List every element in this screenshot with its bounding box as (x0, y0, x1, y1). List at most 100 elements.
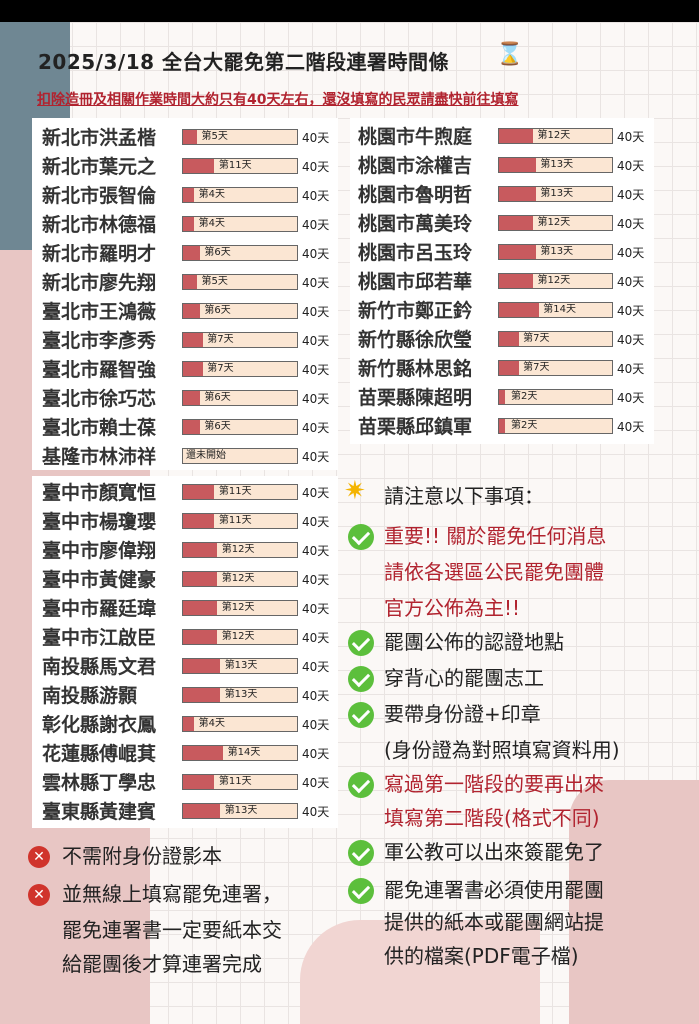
progress-bar: 第12天 (498, 273, 613, 289)
note-important-1: 重要!! 關於罷免任何消息 (384, 524, 607, 548)
progress-bar: 第7天 (498, 360, 613, 376)
progress-max: 40天 (617, 130, 645, 144)
progress-bar: 第4天 (182, 187, 298, 203)
candidate-name: 臺中市廖偉翔 (42, 540, 157, 562)
check-icon (348, 702, 374, 728)
progress-label: 第4天 (198, 218, 225, 229)
progress-fill (183, 159, 215, 173)
progress-bar: 第11天 (182, 484, 298, 500)
candidate-name: 新竹縣徐欣瑩 (358, 329, 473, 351)
progress-label: 第6天 (204, 392, 231, 403)
candidate-name: 桃園市魯明哲 (358, 184, 473, 206)
progress-max: 40天 (302, 805, 330, 819)
note-item-6c: 供的檔案(PDF電子檔) (384, 944, 579, 968)
progress-max: 40天 (302, 602, 330, 616)
candidate-name: 新北市葉元之 (42, 156, 157, 178)
candidate-name: 桃園市涂權吉 (358, 155, 473, 177)
progress-max: 40天 (302, 747, 330, 761)
progress-fill (183, 188, 195, 202)
progress-bar: 第7天 (498, 331, 613, 347)
progress-fill (183, 130, 198, 144)
progress-label: 第11天 (218, 515, 252, 526)
page-subtitle: 扣除造冊及相關作業時間大約只有40天左右，還沒填寫的民眾請盡快前往填寫 (37, 92, 519, 108)
progress-bar: 第6天 (182, 303, 298, 319)
candidate-name: 臺東縣黃建賓 (42, 801, 157, 823)
progress-max: 40天 (302, 573, 330, 587)
progress-bar: 第12天 (182, 600, 298, 616)
candidate-name: 臺北市賴士葆 (42, 417, 157, 439)
progress-bar: 第13天 (182, 687, 298, 703)
note-item-1: 罷團公佈的認證地點 (384, 630, 564, 654)
progress-label: 第7天 (207, 334, 234, 345)
candidate-name: 新北市林德福 (42, 214, 157, 236)
progress-max: 40天 (302, 421, 330, 435)
progress-fill (183, 717, 195, 731)
notes-heading: 請注意以下事項： (384, 484, 544, 508)
progress-max: 40天 (302, 276, 330, 290)
progress-bar: 第12天 (182, 629, 298, 645)
progress-fill (499, 129, 533, 143)
progress-label: 第12天 (221, 602, 255, 613)
x-icon: ✕ (28, 846, 50, 868)
decor-pink-block-bottom (300, 920, 540, 1024)
note-item-2: 穿背心的罷團志工 (384, 666, 544, 690)
progress-label: 第13天 (224, 689, 258, 700)
progress-max: 40天 (302, 160, 330, 174)
progress-fill (183, 391, 201, 405)
progress-label: 第12天 (221, 573, 255, 584)
page-title: 2025/3/18 全台大罷免第二階段連署時間條 (38, 50, 449, 74)
progress-label: 第12天 (537, 130, 571, 141)
progress-max: 40天 (617, 333, 645, 347)
progress-label: 第6天 (204, 247, 231, 258)
progress-fill (499, 245, 536, 259)
progress-max: 40天 (302, 631, 330, 645)
progress-bar: 第13天 (498, 244, 613, 260)
progress-bar: 第12天 (498, 128, 613, 144)
candidate-name: 臺中市江啟臣 (42, 627, 157, 649)
note-item-6a: 罷免連署書必須使用罷團 (384, 878, 604, 902)
progress-max: 40天 (302, 486, 330, 500)
progress-max: 40天 (302, 247, 330, 261)
progress-max: 40天 (302, 776, 330, 790)
progress-max: 40天 (302, 131, 330, 145)
check-icon (348, 772, 374, 798)
progress-fill (183, 304, 201, 318)
note-item-5: 軍公教可以出來簽罷免了 (384, 840, 604, 864)
progress-fill (183, 514, 215, 528)
progress-max: 40天 (617, 391, 645, 405)
progress-label: 第6天 (204, 421, 231, 432)
progress-max: 40天 (302, 515, 330, 529)
note-item-4b: 填寫第二階段(格式不同) (384, 806, 600, 830)
progress-max: 40天 (302, 363, 330, 377)
progress-fill (499, 303, 539, 317)
progress-max: 40天 (302, 305, 330, 319)
hourglass-icon: ⌛ (496, 42, 524, 67)
candidate-name: 彰化縣謝衣鳳 (42, 714, 157, 736)
note-x-2b: 罷免連署書一定要紙本交 (62, 918, 282, 942)
progress-max: 40天 (617, 304, 645, 318)
progress-bar: 第5天 (182, 129, 298, 145)
progress-bar: 第7天 (182, 361, 298, 377)
progress-fill (499, 274, 533, 288)
candidate-name: 臺中市黃健豪 (42, 569, 157, 591)
candidate-name: 新竹市鄭正鈐 (358, 300, 473, 322)
progress-fill (183, 746, 223, 760)
progress-bar: 第2天 (498, 389, 613, 405)
progress-bar: 第4天 (182, 716, 298, 732)
candidate-name: 桃園市萬美玲 (358, 213, 473, 235)
left-panel-bottom (32, 476, 338, 828)
top-black-bar (0, 0, 699, 22)
candidate-name: 桃園市牛煦庭 (358, 126, 473, 148)
progress-label: 第11天 (218, 486, 252, 497)
progress-bar: 第12天 (498, 215, 613, 231)
check-icon (348, 878, 374, 904)
progress-label: 第13天 (540, 188, 574, 199)
progress-max: 40天 (302, 450, 330, 464)
progress-fill (183, 601, 218, 615)
progress-label: 第13天 (224, 805, 258, 816)
progress-fill (183, 362, 203, 376)
progress-bar: 第11天 (182, 158, 298, 174)
progress-bar: 第12天 (182, 571, 298, 587)
progress-bar: 第14天 (182, 745, 298, 761)
progress-fill (183, 485, 215, 499)
